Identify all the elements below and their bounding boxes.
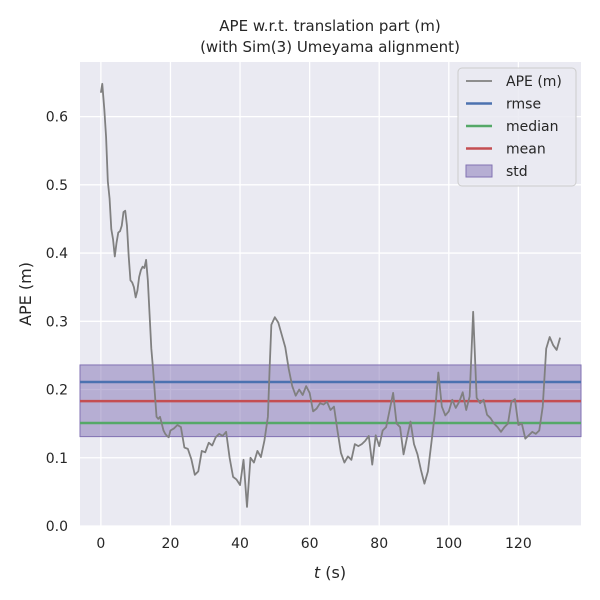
y-tick-labels: 0.0 0.1 0.2 0.3 0.4 0.5 0.6: [46, 110, 68, 535]
x-axis-label: t (s): [314, 563, 346, 582]
y-tick-label: 0.0: [46, 519, 68, 535]
x-tick-label: 40: [231, 536, 249, 552]
series-layer: [99, 82, 561, 508]
x-tick-label: 100: [435, 536, 462, 552]
x-tick-label: 20: [162, 536, 180, 552]
legend-label-std: std: [506, 164, 528, 180]
x-axis-unit: (s): [320, 563, 346, 582]
ape-series-line: [99, 82, 561, 508]
x-tick-label: 0: [96, 536, 105, 552]
y-tick-label: 0.3: [46, 314, 68, 330]
x-grid: [100, 62, 520, 526]
y-tick-label: 0.5: [46, 178, 68, 194]
x-axis-variable: t: [314, 563, 321, 582]
legend: APE (m) rmse median mean std: [457, 67, 577, 187]
legend-label-median: median: [506, 119, 558, 135]
y-tick-label: 0.2: [46, 383, 68, 399]
x-tick-label: 60: [301, 536, 319, 552]
y-tick-label: 0.1: [46, 451, 68, 467]
y-tick-label: 0.4: [46, 246, 68, 262]
x-tick-label: 120: [505, 536, 532, 552]
y-tick-label: 0.6: [46, 110, 68, 126]
legend-box: [457, 67, 577, 187]
legend-label-rmse: rmse: [506, 97, 541, 113]
statistics-layer: [79, 364, 582, 438]
y-axis-label: APE (m): [16, 262, 35, 326]
legend-label-mean: mean: [506, 142, 546, 158]
x-tick-labels: 0 20 40 60 80 100 120: [96, 536, 531, 552]
chart-subtitle: (with Sim(3) Umeyama alignment): [200, 38, 460, 56]
legend-label-ape: APE (m): [506, 74, 562, 90]
x-tick-label: 80: [370, 536, 388, 552]
chart-title: APE w.r.t. translation part (m): [219, 17, 440, 35]
legend-swatch-std: [465, 164, 493, 178]
